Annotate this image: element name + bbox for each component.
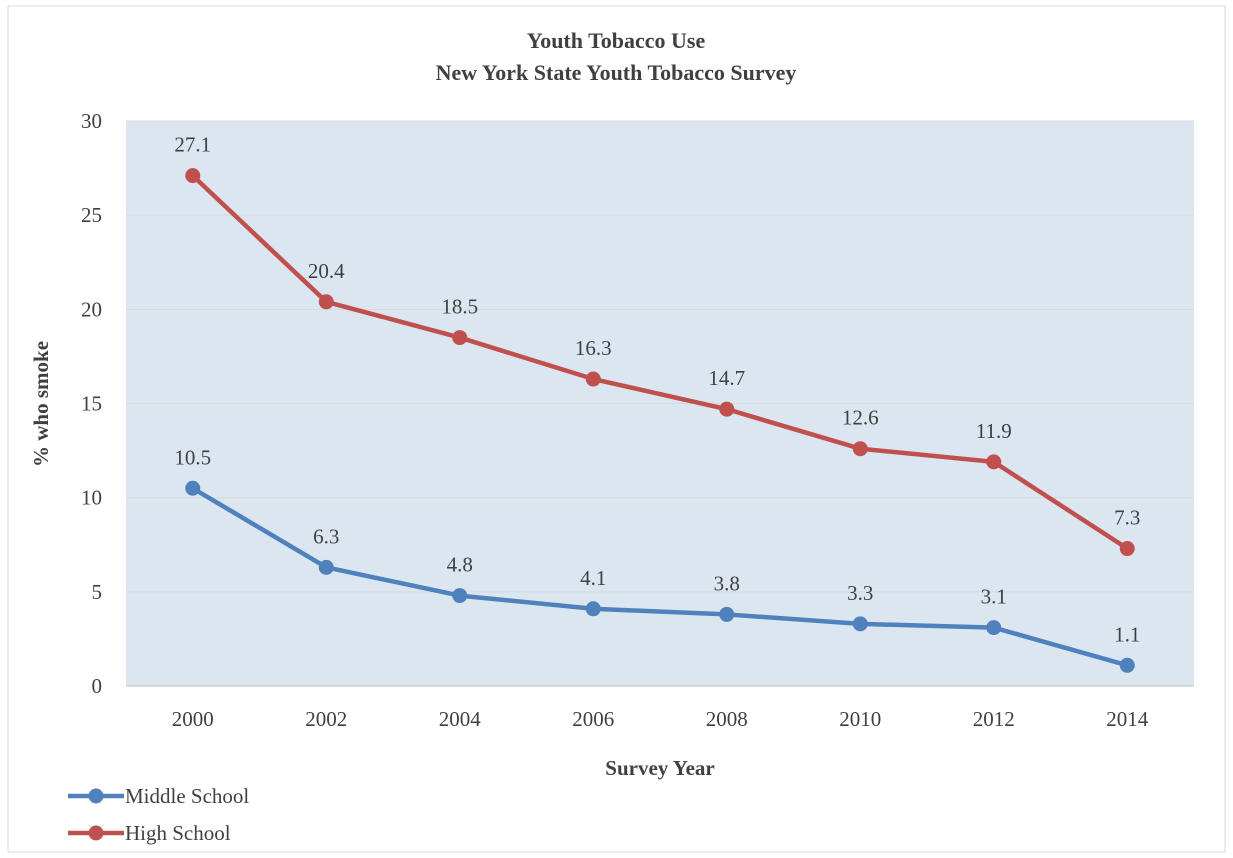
data-label: 7.3 bbox=[1114, 506, 1140, 530]
data-label: 18.5 bbox=[441, 295, 478, 319]
x-tick-label: 2002 bbox=[305, 707, 347, 731]
data-label: 20.4 bbox=[308, 259, 345, 283]
legend-marker bbox=[88, 825, 104, 841]
y-axis-title: % who smoke bbox=[29, 341, 53, 467]
data-label: 27.1 bbox=[174, 133, 211, 157]
x-tick-label: 2000 bbox=[172, 707, 214, 731]
legend-marker bbox=[88, 788, 104, 804]
data-point bbox=[585, 601, 601, 617]
series-line bbox=[190, 173, 1130, 551]
legend-label: Middle School bbox=[125, 784, 249, 808]
data-point bbox=[452, 588, 468, 604]
data-point bbox=[719, 606, 735, 622]
x-tick-label: 2014 bbox=[1106, 707, 1149, 731]
axes: 0 5 10 15 20 25 30 2000 2002 2004 2006 2008 2010 2012… bbox=[81, 109, 1194, 731]
y-tick-label: 0 bbox=[92, 674, 103, 698]
series-group bbox=[185, 168, 1135, 673]
data-point bbox=[1119, 657, 1135, 673]
data-point bbox=[318, 559, 334, 575]
legend-label: High School bbox=[125, 821, 231, 845]
y-tick-label: 25 bbox=[81, 203, 102, 227]
data-label: 14.7 bbox=[708, 366, 745, 390]
data-label: 10.5 bbox=[174, 445, 211, 469]
x-tick-label: 2008 bbox=[706, 707, 748, 731]
data-point bbox=[986, 454, 1002, 470]
data-label: 4.1 bbox=[580, 566, 606, 590]
data-point bbox=[452, 330, 468, 346]
series-line bbox=[190, 486, 1130, 668]
chart-title: Youth Tobacco Use bbox=[527, 28, 706, 53]
y-tick-label: 5 bbox=[92, 580, 103, 604]
data-label: 3.1 bbox=[981, 585, 1007, 609]
data-point bbox=[185, 168, 201, 184]
data-label: 3.3 bbox=[847, 581, 873, 605]
y-tick-label: 15 bbox=[81, 392, 102, 416]
x-tick-label: 2006 bbox=[572, 707, 614, 731]
data-label: 11.9 bbox=[976, 419, 1012, 443]
data-point bbox=[1119, 541, 1135, 557]
data-point bbox=[185, 480, 201, 496]
data-label: 3.8 bbox=[714, 571, 740, 595]
data-point bbox=[986, 620, 1002, 636]
y-tick-label: 30 bbox=[81, 109, 102, 133]
data-label: 12.6 bbox=[842, 406, 879, 430]
legend: Middle School High School bbox=[68, 784, 249, 845]
data-point bbox=[585, 371, 601, 387]
x-tick-label: 2004 bbox=[439, 707, 482, 731]
data-point bbox=[719, 401, 735, 417]
data-label: 4.8 bbox=[447, 553, 473, 577]
data-label: 16.3 bbox=[575, 336, 612, 360]
data-point bbox=[852, 441, 868, 457]
y-tick-label: 20 bbox=[81, 297, 102, 321]
gridlines bbox=[126, 120, 1194, 593]
chart-subtitle: New York State Youth Tobacco Survey bbox=[436, 60, 797, 85]
x-tick-label: 2012 bbox=[973, 707, 1015, 731]
x-tick-label: 2010 bbox=[839, 707, 881, 731]
data-labels: 10.5 6.3 4.8 4.1 3.8 3.3 3.1 1.1 27.1 20.4 18.5 16.… bbox=[174, 133, 1140, 647]
data-label: 1.1 bbox=[1114, 622, 1140, 646]
data-label: 6.3 bbox=[313, 524, 339, 548]
x-axis-title: Survey Year bbox=[605, 756, 714, 780]
data-point bbox=[318, 294, 334, 310]
y-tick-label: 10 bbox=[81, 486, 102, 510]
data-point bbox=[852, 616, 868, 632]
